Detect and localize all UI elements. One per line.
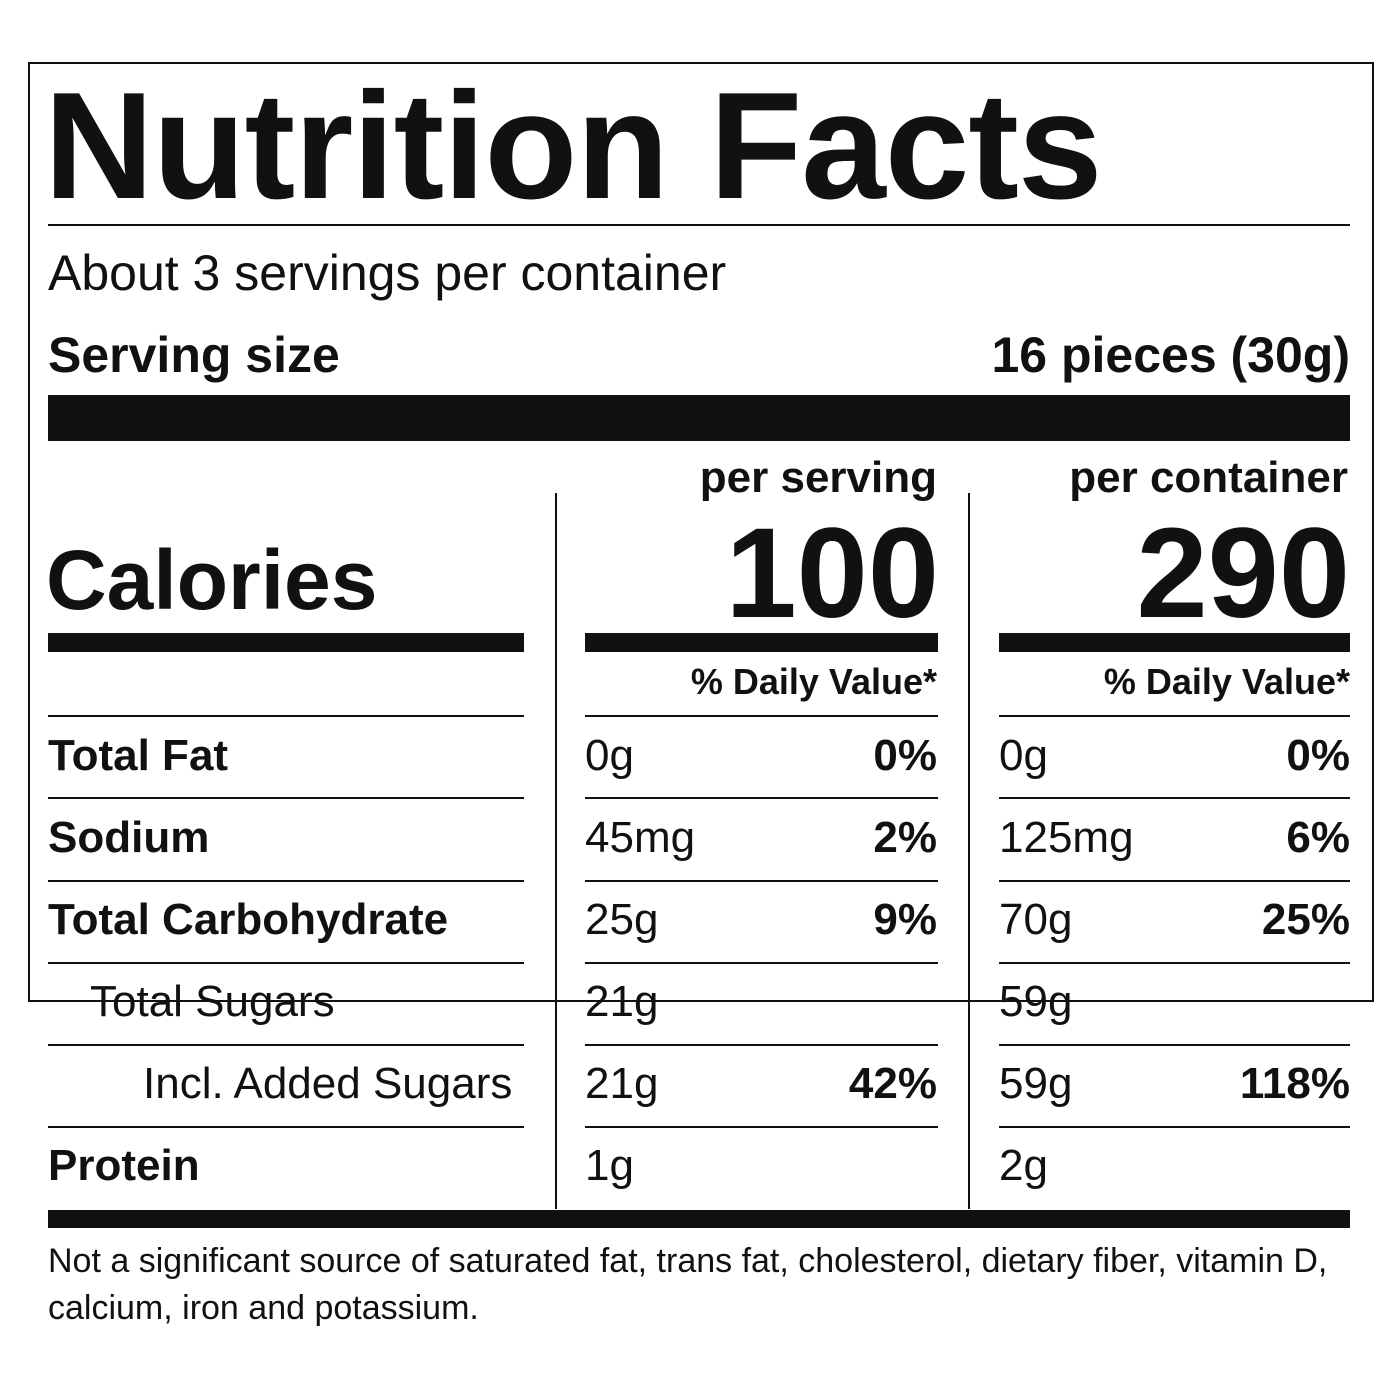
calories-label: Calories	[46, 533, 378, 627]
amount: 0g	[999, 731, 1048, 780]
nutrient-name: Total Sugars	[90, 977, 335, 1026]
thick-bar	[585, 633, 938, 652]
column-divider	[968, 493, 970, 1209]
row-rule	[585, 1126, 938, 1128]
servings: About 3 servings per container	[48, 245, 727, 301]
column-divider	[555, 493, 557, 1209]
calories-value: 290	[1136, 502, 1350, 645]
daily-value: 118%	[1239, 1059, 1350, 1108]
amount: 70g	[999, 895, 1073, 944]
row-rule	[48, 715, 524, 717]
amount: 25g	[585, 895, 659, 944]
amount: 21g	[585, 977, 659, 1026]
daily-value: 42%	[848, 1059, 937, 1108]
amount: 1g	[585, 1141, 634, 1190]
daily-value: 6%	[1286, 813, 1350, 862]
amount: 125mg	[999, 813, 1134, 862]
thick-bar	[48, 1210, 1350, 1228]
title: Nutrition Facts	[44, 61, 1102, 231]
serving-size-label: Serving size	[48, 327, 340, 383]
row-rule	[48, 1044, 524, 1046]
daily-value: 25%	[1261, 895, 1350, 944]
thick-bar	[999, 633, 1350, 652]
footnote: Not a significant source of saturated fa…	[48, 1242, 1328, 1327]
amount: 45mg	[585, 813, 696, 862]
calories-value: 100	[725, 502, 939, 645]
row-rule	[48, 1126, 524, 1128]
daily-value: 0%	[873, 731, 937, 780]
row-rule	[585, 1044, 938, 1046]
row-rule	[48, 962, 524, 964]
dv-header: % Daily Value*	[690, 661, 937, 702]
row-rule	[585, 797, 938, 799]
daily-value: 9%	[873, 895, 937, 944]
row-rule	[585, 962, 938, 964]
amount: 2g	[999, 1141, 1048, 1190]
serving-size-value: 16 pieces (30g)	[991, 327, 1350, 383]
row-rule	[999, 1126, 1350, 1128]
row-rule	[999, 797, 1350, 799]
row-rule	[585, 880, 938, 882]
row-rule	[999, 1044, 1350, 1046]
divider	[48, 224, 1350, 226]
dv-header: % Daily Value*	[1103, 661, 1350, 702]
label-border	[28, 62, 1374, 1002]
nutrient-name: Total Carbohydrate	[48, 895, 449, 944]
column-header: per serving	[699, 453, 937, 502]
amount: 59g	[999, 1059, 1073, 1108]
row-rule	[999, 715, 1350, 717]
daily-value: 0%	[1286, 731, 1350, 780]
nutrient-name: Incl. Added Sugars	[143, 1059, 513, 1108]
row-rule	[999, 880, 1350, 882]
amount: 0g	[585, 731, 634, 780]
amount: 59g	[999, 977, 1073, 1026]
nutrient-name: Protein	[48, 1141, 200, 1190]
row-rule	[48, 880, 524, 882]
row-rule	[48, 797, 524, 799]
nutrient-name: Sodium	[48, 813, 210, 862]
row-rule	[999, 962, 1350, 964]
row-rule	[585, 715, 938, 717]
daily-value: 2%	[873, 813, 937, 862]
nutrient-name: Total Fat	[48, 731, 229, 780]
amount: 21g	[585, 1059, 659, 1108]
column-header: per container	[1069, 453, 1348, 502]
thick-bar	[48, 395, 1350, 441]
thick-bar	[48, 633, 524, 652]
